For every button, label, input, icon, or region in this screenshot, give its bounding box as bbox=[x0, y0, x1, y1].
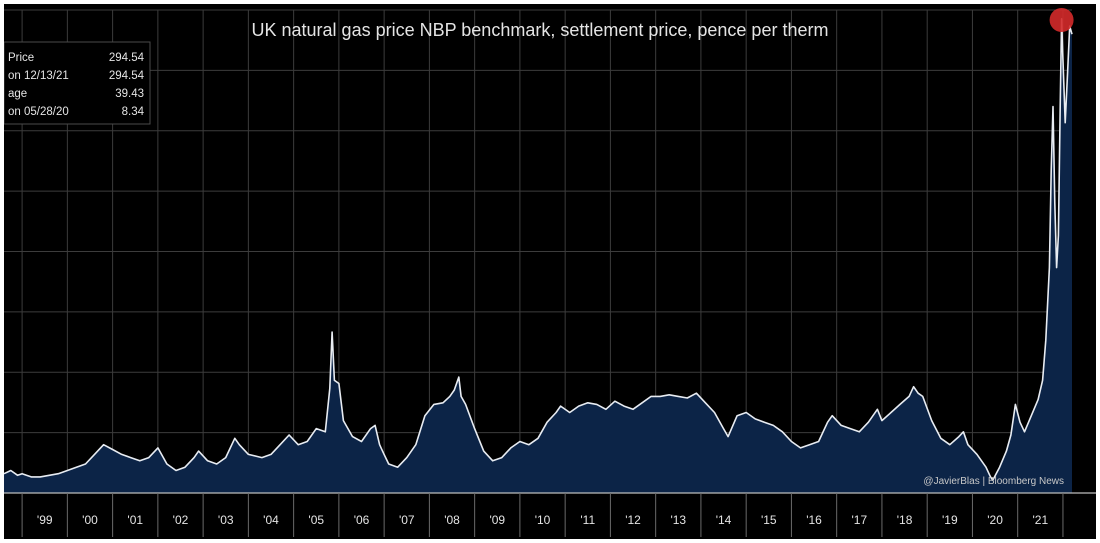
x-tick-label: '13 bbox=[670, 513, 686, 527]
x-tick-label: '18 bbox=[897, 513, 913, 527]
x-tick-label: '05 bbox=[308, 513, 324, 527]
x-tick-label: '00 bbox=[82, 513, 98, 527]
x-tick-label: '17 bbox=[851, 513, 867, 527]
stat-label: on 05/28/20 bbox=[8, 106, 69, 118]
price-area-fill bbox=[4, 18, 1072, 494]
x-tick-label: '02 bbox=[173, 513, 189, 527]
latest-price-marker[interactable] bbox=[1049, 8, 1074, 32]
x-tick-label: '14 bbox=[716, 513, 732, 527]
x-tick-label: '07 bbox=[399, 513, 415, 527]
axis-band bbox=[4, 493, 1096, 537]
stats-legend: Price 294.54 on 12/13/21 294.54 age 39.43 on 0… bbox=[4, 41, 151, 125]
stats-box bbox=[4, 41, 151, 125]
x-tick-label: '99 bbox=[37, 513, 53, 527]
x-tick-label: '19 bbox=[942, 513, 958, 527]
grid bbox=[4, 9, 1072, 494]
x-tick-label: '15 bbox=[761, 513, 777, 527]
x-tick-label: '10 bbox=[535, 513, 551, 527]
stat-value: 39.43 bbox=[115, 88, 144, 100]
x-tick-label: '09 bbox=[489, 513, 505, 527]
stat-value: 294.54 bbox=[109, 52, 145, 64]
stat-label: on 12/13/21 bbox=[8, 70, 69, 82]
x-tick-label: '08 bbox=[444, 513, 460, 527]
x-tick-label: '21 bbox=[1033, 513, 1049, 527]
chart-title: UK natural gas price NBP benchmark, sett… bbox=[252, 20, 829, 40]
x-tick-label: '06 bbox=[354, 513, 370, 527]
stat-value: 294.54 bbox=[109, 70, 145, 82]
source-credit: @JavierBlas | Bloomberg News bbox=[923, 476, 1064, 487]
price-series-line bbox=[4, 18, 1073, 481]
stat-label: age bbox=[8, 88, 27, 100]
x-tick-label: '20 bbox=[987, 513, 1003, 527]
x-tick-label: '04 bbox=[263, 513, 279, 527]
x-axis: '99 '00 '01 '02 '03 '04 '05 '06 '07 '08 '09 '10 '11 '… bbox=[4, 492, 1096, 537]
x-tick-label: '01 bbox=[127, 513, 143, 527]
x-tick-label: '11 bbox=[580, 513, 595, 527]
x-tick-label: '16 bbox=[806, 513, 822, 527]
x-tick-label: '12 bbox=[625, 513, 641, 527]
stat-label: Price bbox=[8, 52, 34, 64]
stat-value: 8.34 bbox=[122, 106, 145, 118]
x-tick-label: '03 bbox=[218, 513, 234, 527]
nbp-price-chart: UK natural gas price NBP benchmark, sett… bbox=[4, 4, 1096, 539]
